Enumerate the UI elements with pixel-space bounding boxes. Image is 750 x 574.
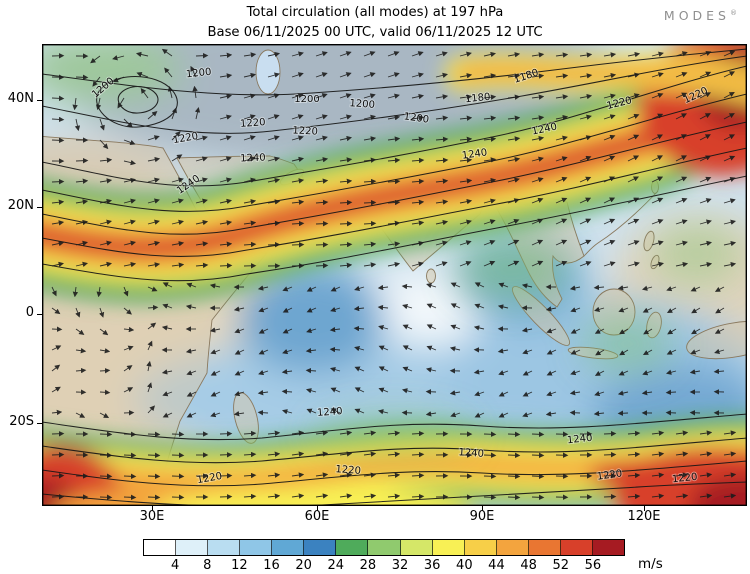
title-block: Total circulation (all modes) at 197 hPa… xyxy=(0,3,750,43)
contour-label: 1240 xyxy=(567,433,593,447)
x-tick-mark xyxy=(152,506,153,511)
colorbar-tick-label: 36 xyxy=(423,558,441,573)
colorbar-tick-label: 32 xyxy=(391,558,409,573)
x-tick-mark xyxy=(644,506,645,511)
colorbar-unit-label: m/s xyxy=(638,556,663,572)
contour-label: 1220 xyxy=(240,117,266,130)
colorbar-tick-label: 12 xyxy=(231,558,248,573)
y-tick-mark xyxy=(37,100,42,101)
chart-subtitle: Base 06/11/2025 00 UTC, valid 06/11/2025… xyxy=(207,25,543,40)
colorbar-tick-labels: 4 8 12 16 20 24 28 32 36 40 44 48 52 56 xyxy=(143,558,625,573)
y-tick-mark xyxy=(37,423,42,424)
sri-lanka-island xyxy=(426,268,436,284)
logo-text: MODES xyxy=(663,8,730,23)
colorbar-segment xyxy=(432,540,465,555)
colorbar-segment xyxy=(528,540,561,555)
wind-vectors-layer xyxy=(51,48,737,501)
contour-line-layer xyxy=(42,48,747,506)
contour-label: 1220 xyxy=(292,125,318,137)
colorbar-segment xyxy=(208,540,241,555)
colorbar-segment xyxy=(240,540,273,555)
y-tick-label: 40N xyxy=(7,91,34,106)
colorbar-segment xyxy=(496,540,529,555)
china-coastline xyxy=(583,190,659,257)
caspian-sea xyxy=(255,49,281,95)
colorbar-tick-label: 40 xyxy=(456,558,473,573)
colorbar xyxy=(143,539,625,556)
colorbar-tick-label: 48 xyxy=(520,558,537,573)
colorbar-segment xyxy=(368,540,401,555)
y-tick-label: 0 xyxy=(25,305,34,320)
contour-label: 1240 xyxy=(458,447,484,460)
colorbar-tick-label: 4 xyxy=(170,558,180,573)
x-tick-label: 90E xyxy=(469,509,495,524)
x-tick-mark xyxy=(482,506,483,511)
colorbar-tick-label: 52 xyxy=(552,558,569,573)
map-frame xyxy=(42,44,747,506)
y-tick-mark xyxy=(37,207,42,208)
y-tick-label: 20N xyxy=(7,198,34,213)
philippines-island xyxy=(643,230,655,252)
colorbar-tick-label: 8 xyxy=(203,558,212,573)
colorbar-tick-label: 28 xyxy=(359,558,377,573)
colorbar-segment xyxy=(176,540,209,555)
colorbar-segment xyxy=(272,540,305,555)
colorbar-tick-label: 24 xyxy=(327,558,345,573)
map-plot: 1200 1200 1200 1200 1200 1180 1180 1220 1220 1220… xyxy=(42,44,747,506)
colorbar-segment xyxy=(400,540,433,555)
contour-label: 1220 xyxy=(335,464,361,477)
colorbar-tick-label: 44 xyxy=(488,558,505,573)
colorbar-segment xyxy=(592,540,624,555)
chart-title: Total circulation (all modes) at 197 hPa xyxy=(246,5,504,20)
new-guinea-island xyxy=(686,320,747,360)
colorbar-tick-label: 56 xyxy=(584,558,602,573)
modes-logo: MODES® xyxy=(664,8,737,23)
x-tick-label: 60E xyxy=(304,509,330,524)
colorbar-segment xyxy=(336,540,369,555)
colorbar-segment xyxy=(144,540,177,555)
x-tick-mark xyxy=(317,506,318,511)
colorbar-tick-label: 16 xyxy=(263,558,280,573)
contour-label: 1220 xyxy=(196,471,223,486)
colorbar-segment xyxy=(304,540,337,555)
contour-label: 1200 xyxy=(349,98,375,111)
logo-mark: ® xyxy=(730,8,737,17)
x-tick-label: 30E xyxy=(139,509,165,524)
x-tick-label: 120E xyxy=(627,509,661,524)
y-tick-label: 20S xyxy=(9,414,34,429)
contour-label: 1220 xyxy=(672,472,698,486)
colorbar-segment xyxy=(560,540,593,555)
colorbar-segment xyxy=(464,540,497,555)
y-tick-mark xyxy=(37,314,42,315)
colorbar-tick-label: 20 xyxy=(295,558,312,573)
